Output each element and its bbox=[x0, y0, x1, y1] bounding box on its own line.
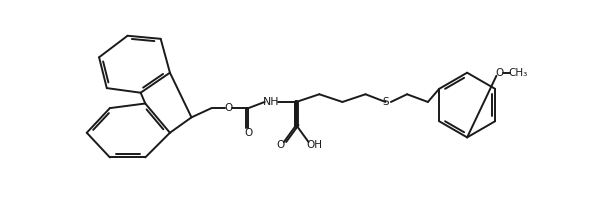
Text: O: O bbox=[496, 68, 503, 78]
Text: CH₃: CH₃ bbox=[508, 68, 528, 78]
Text: O: O bbox=[224, 103, 233, 113]
Text: OH: OH bbox=[306, 140, 323, 150]
Text: NH: NH bbox=[263, 97, 280, 107]
Text: O: O bbox=[244, 128, 252, 138]
Text: S: S bbox=[382, 97, 389, 107]
Text: O: O bbox=[276, 140, 284, 150]
